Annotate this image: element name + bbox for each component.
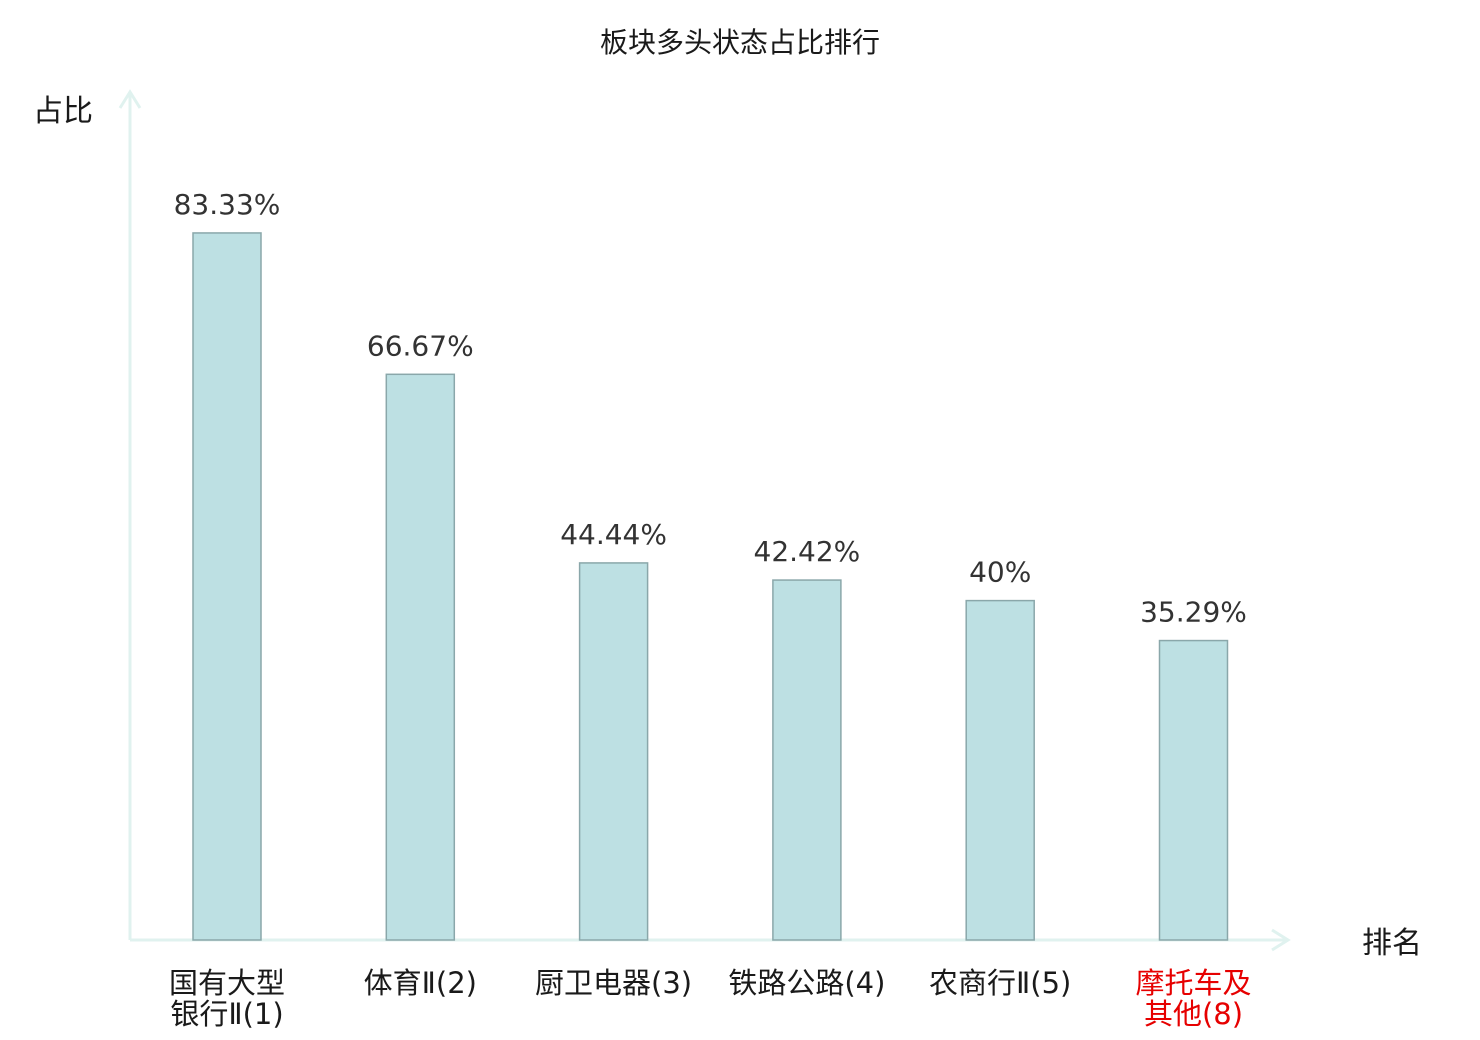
category-label-1: 国有大型银行Ⅱ(1) — [169, 966, 285, 1031]
bar-5 — [965, 599, 1035, 941]
y-axis-title: 占比 — [33, 94, 93, 129]
category-label-4: 铁路公路(4) — [728, 966, 885, 1000]
chart-title: 板块多头状态占比排行 — [600, 26, 880, 59]
data-label-1: 83.33% — [174, 188, 281, 221]
bar-1 — [192, 232, 262, 941]
bar-6 — [1158, 639, 1229, 941]
data-label-5: 40% — [969, 556, 1031, 589]
category-label-6: 摩托车及其他(8) — [1135, 966, 1251, 1031]
bar-4 — [772, 579, 842, 941]
category-labels-group: 国有大型银行Ⅱ(1) 体育Ⅱ(2) 厨卫电器(3) 铁路公路(4) 农商行Ⅱ(5) 摩托车… — [169, 966, 1252, 1031]
data-label-3: 44.44% — [560, 518, 667, 551]
category-label-5: 农商行Ⅱ(5) — [929, 966, 1071, 1000]
bar-2 — [385, 373, 456, 941]
bar-3 — [578, 562, 649, 941]
y-axis-arrow — [118, 89, 142, 109]
category-label-3: 厨卫电器(3) — [535, 966, 692, 1000]
data-label-4: 42.42% — [754, 535, 861, 568]
x-axis-title: 排名 — [1362, 926, 1422, 961]
data-label-6: 35.29% — [1140, 596, 1247, 629]
category-label-2: 体育Ⅱ(2) — [364, 966, 477, 1000]
x-axis-arrow — [1271, 928, 1291, 952]
data-label-2: 66.67% — [367, 329, 474, 362]
axes — [118, 89, 1291, 952]
value-labels-group: 83.33% 66.67% 44.44% 42.42% 40% 35.29% — [174, 188, 1247, 629]
bars-group — [192, 232, 1229, 941]
